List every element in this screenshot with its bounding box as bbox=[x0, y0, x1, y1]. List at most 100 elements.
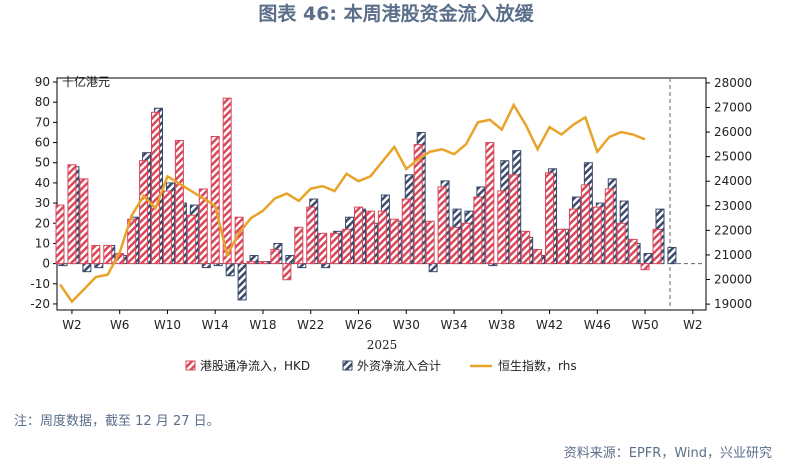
x-tick-label: W22 bbox=[297, 318, 324, 332]
bar bbox=[103, 244, 113, 265]
y-tick-label: 40 bbox=[35, 176, 50, 190]
y2-tick-label: 20000 bbox=[714, 273, 752, 287]
y-tick-label: 30 bbox=[35, 196, 50, 210]
y-tick-label: -20 bbox=[30, 297, 50, 311]
x-tick-label: W50 bbox=[631, 318, 658, 332]
bar bbox=[401, 198, 411, 265]
legend-label: 港股通净流入，HKD bbox=[200, 359, 310, 373]
x-tick-label: W38 bbox=[488, 318, 515, 332]
bar bbox=[174, 140, 184, 265]
y-tick-label: 50 bbox=[35, 156, 50, 170]
bar bbox=[186, 214, 196, 265]
bar bbox=[592, 206, 602, 265]
bar bbox=[198, 188, 208, 265]
y-tick-label: 20 bbox=[35, 216, 50, 230]
chart-title: 图表 46: 本周港股资金流入放缓 bbox=[258, 2, 534, 25]
y-tick-label: 80 bbox=[35, 95, 50, 109]
x-tick-label: W10 bbox=[154, 318, 181, 332]
bar bbox=[521, 230, 531, 265]
bar bbox=[285, 255, 295, 265]
y2-tick-label: 28000 bbox=[714, 76, 752, 90]
bar bbox=[151, 111, 161, 265]
bar bbox=[162, 190, 172, 265]
x-tick-label: W30 bbox=[393, 318, 420, 332]
legend-label: 外资净流入合计 bbox=[357, 358, 441, 373]
bar bbox=[201, 263, 211, 269]
bar bbox=[246, 261, 256, 265]
x-tick-label: W46 bbox=[584, 318, 611, 332]
bar bbox=[225, 263, 235, 277]
bar bbox=[389, 218, 399, 265]
bar bbox=[297, 263, 307, 269]
bar bbox=[365, 210, 375, 265]
y2-tick-label: 26000 bbox=[714, 125, 752, 139]
bar bbox=[413, 144, 423, 265]
bar bbox=[473, 196, 483, 265]
legend-swatch bbox=[185, 360, 196, 371]
y2-tick-label: 22000 bbox=[714, 223, 752, 237]
y-tick-label: 60 bbox=[35, 136, 50, 150]
plot-frame bbox=[56, 77, 707, 311]
x-tick-label: W2 bbox=[62, 318, 82, 332]
legend-swatch bbox=[342, 360, 353, 371]
bar bbox=[628, 238, 638, 265]
bar bbox=[55, 204, 65, 265]
y-unit: 十亿港元 bbox=[62, 74, 110, 89]
x-tick-label: W26 bbox=[345, 318, 372, 332]
x-tick-label: W18 bbox=[249, 318, 276, 332]
source: 资料来源：EPFR，Wind，兴业研究 bbox=[564, 446, 772, 461]
bar bbox=[428, 263, 438, 273]
bar bbox=[318, 232, 328, 265]
y-tick-label: 0 bbox=[42, 257, 50, 271]
bar bbox=[604, 188, 614, 265]
y-tick-label: 10 bbox=[35, 236, 50, 250]
bar bbox=[67, 164, 77, 265]
y2-tick-label: 24000 bbox=[714, 174, 752, 188]
bar bbox=[282, 263, 292, 281]
bar bbox=[449, 226, 459, 265]
y2-tick-label: 23000 bbox=[714, 199, 752, 213]
bar bbox=[321, 263, 331, 269]
bar bbox=[342, 228, 352, 265]
bar bbox=[533, 248, 543, 265]
bar bbox=[258, 261, 268, 265]
bar bbox=[616, 222, 626, 265]
bar bbox=[270, 248, 280, 265]
bar bbox=[79, 178, 89, 265]
y2-tick-label: 25000 bbox=[714, 150, 752, 164]
bar bbox=[509, 174, 519, 265]
bar bbox=[643, 253, 653, 265]
bar bbox=[580, 184, 590, 265]
y2-tick-label: 19000 bbox=[714, 297, 752, 311]
bar bbox=[354, 206, 363, 265]
x-axis-label: 2025 bbox=[367, 338, 398, 352]
x-tick-label: W42 bbox=[536, 318, 563, 332]
bar bbox=[377, 210, 387, 265]
y-tick-label: 70 bbox=[35, 115, 50, 129]
line bbox=[58, 102, 646, 304]
bar bbox=[568, 208, 578, 265]
bar bbox=[330, 232, 340, 265]
bar bbox=[437, 186, 447, 265]
bar bbox=[294, 226, 304, 265]
bar bbox=[91, 244, 101, 265]
x-tick-label: W6 bbox=[110, 318, 130, 332]
bar bbox=[497, 190, 507, 265]
bar bbox=[139, 160, 149, 265]
bar bbox=[94, 263, 104, 269]
bar bbox=[545, 172, 555, 265]
bar bbox=[82, 263, 92, 273]
bar bbox=[461, 222, 471, 265]
bar bbox=[667, 246, 677, 265]
bar bbox=[210, 136, 220, 265]
x-tick-label: W14 bbox=[202, 318, 229, 332]
bar bbox=[425, 220, 435, 265]
y2-tick-label: 21000 bbox=[714, 248, 752, 262]
bar bbox=[306, 206, 316, 265]
x-tick-label: W2 bbox=[683, 318, 703, 332]
y2-tick-label: 27000 bbox=[714, 100, 752, 114]
bar bbox=[640, 263, 650, 271]
legend-label: 恒生指数，rhs bbox=[498, 358, 577, 373]
bar bbox=[652, 228, 662, 265]
